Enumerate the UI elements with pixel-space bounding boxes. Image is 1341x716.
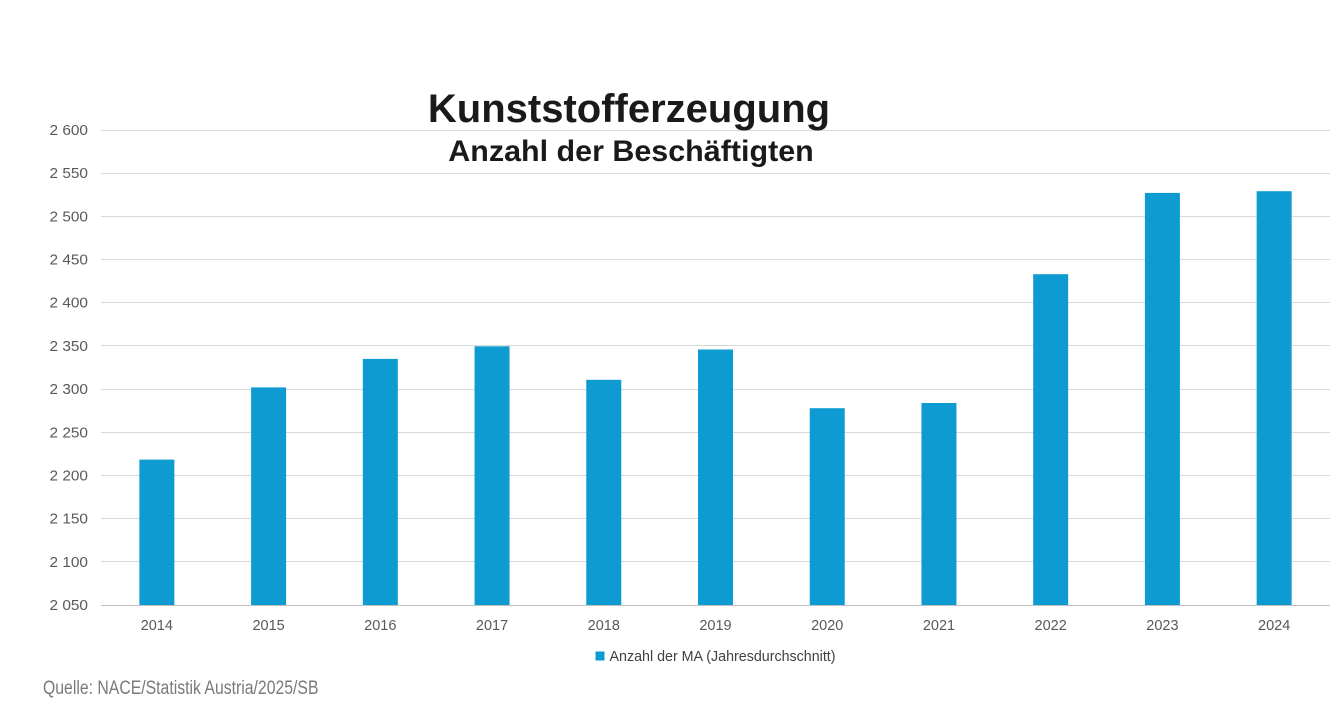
svg-text:2 450: 2 450 [50,253,89,269]
svg-text:2018: 2018 [588,618,620,634]
svg-text:2023: 2023 [1146,618,1178,634]
svg-text:2 100: 2 100 [50,555,89,571]
svg-text:2019: 2019 [699,618,731,634]
svg-text:2021: 2021 [923,618,955,634]
svg-text:2016: 2016 [364,618,396,634]
svg-text:2 150: 2 150 [50,512,89,528]
svg-text:Anzahl der MA (Jahresdurchschn: Anzahl der MA (Jahresdurchschnitt) [610,648,836,665]
svg-text:2 350: 2 350 [50,339,89,355]
svg-text:2 500: 2 500 [50,209,89,225]
svg-text:2 250: 2 250 [50,425,89,441]
svg-text:2 550: 2 550 [50,166,89,182]
svg-text:2015: 2015 [252,618,284,634]
svg-text:2 300: 2 300 [50,382,89,398]
svg-text:2017: 2017 [476,618,508,634]
svg-text:2 400: 2 400 [50,296,89,312]
svg-text:2 200: 2 200 [50,469,89,485]
svg-text:2014: 2014 [141,618,173,634]
svg-text:2 050: 2 050 [50,598,89,614]
svg-text:2 600: 2 600 [50,123,89,139]
svg-text:Kunststofferzeugung: Kunststofferzeugung [428,87,830,131]
svg-text:Quelle: NACE/Statistik Austria: Quelle: NACE/Statistik Austria/2025/SB [43,678,319,699]
svg-text:2024: 2024 [1258,618,1290,634]
svg-text:2020: 2020 [811,618,843,634]
svg-text:2022: 2022 [1035,618,1067,634]
svg-text:Anzahl der Beschäftigten: Anzahl der Beschäftigten [448,135,814,168]
